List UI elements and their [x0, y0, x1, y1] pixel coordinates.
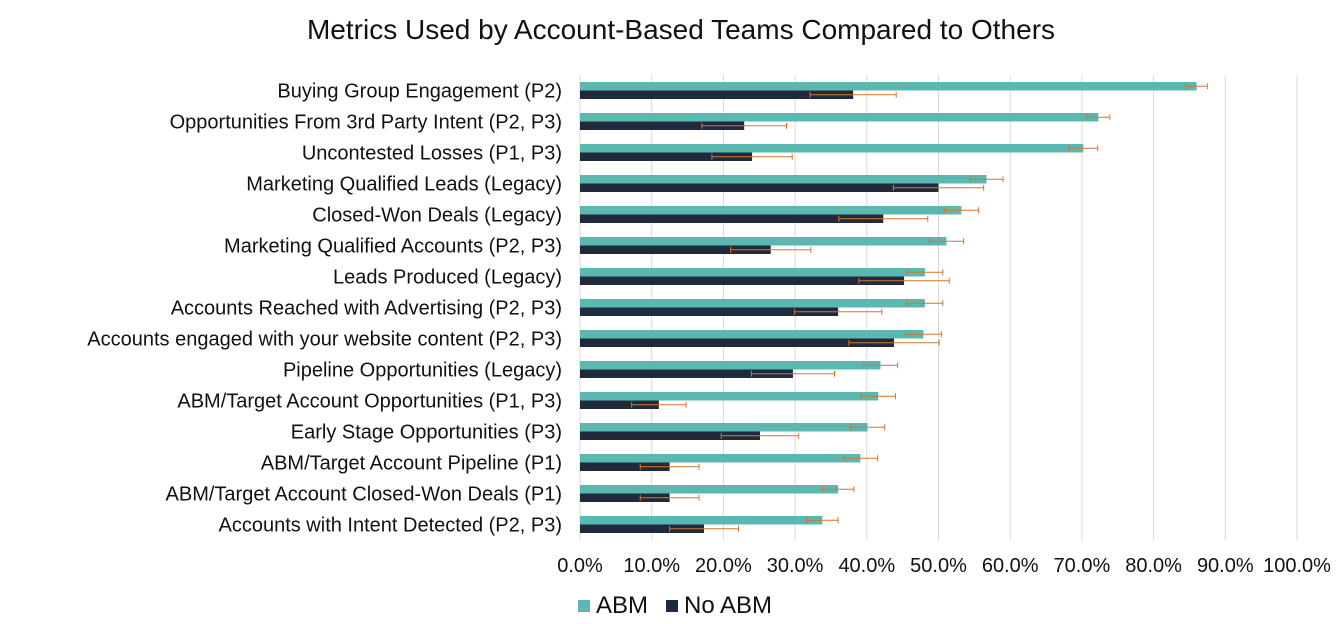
category-label-abm-target-account-opportunities-p1-p3: ABM/Target Account Opportunities (P1, P3… — [177, 391, 562, 413]
bar-no-abm-abm-target-account-pipeline-p1 — [580, 462, 670, 471]
legend-label-abm: ABM — [596, 592, 649, 619]
bar-no-abm-early-stage-opportunities-p3 — [580, 431, 760, 440]
chart-title: Metrics Used by Account-Based Teams Comp… — [306, 14, 1056, 45]
bar-no-abm-leads-produced-legacy — [580, 276, 905, 285]
category-label-uncontested-losses-p1-p3: Uncontested Losses (P1, P3) — [302, 143, 562, 165]
bar-abm-uncontested-losses-p1-p3 — [580, 144, 1084, 153]
category-label-abm-target-account-pipeline-p1: ABM/Target Account Pipeline (P1) — [261, 453, 562, 475]
category-label-opportunities-from-3rd-party-intent-p2-p3: Opportunities From 3rd Party Intent (P2,… — [170, 112, 562, 134]
bar-abm-closed-won-deals-legacy — [580, 206, 962, 215]
legend: ABM No ABM — [578, 592, 790, 620]
legend-item-abm: ABM — [578, 592, 648, 620]
bar-abm-pipeline-opportunities-legacy — [580, 361, 881, 370]
category-label-accounts-engaged-with-your-website-content-p2-p3: Accounts engaged with your website conte… — [87, 329, 562, 351]
bar-no-abm-abm-target-account-opportunities-p1-p3 — [580, 400, 659, 409]
category-label-pipeline-opportunities-legacy: Pipeline Opportunities (Legacy) — [283, 360, 562, 382]
x-tick-label: 70.0% — [1054, 555, 1111, 577]
x-axis-ticks: 0.0% 10.0% 20.0% 30.0% 40.0% 50.0% 60.0% 70.0% 8… — [557, 555, 1331, 577]
bar-no-abm-accounts-with-intent-detected-p2-p3 — [580, 524, 705, 533]
x-tick-label: 30.0% — [767, 555, 824, 577]
x-tick-label: 0.0% — [557, 555, 603, 577]
category-label-accounts-with-intent-detected-p2-p3: Accounts with Intent Detected (P2, P3) — [218, 515, 562, 537]
category-label-marketing-qualified-accounts-p2-p3: Marketing Qualified Accounts (P2, P3) — [224, 236, 562, 258]
bar-abm-abm-target-account-opportunities-p1-p3 — [580, 392, 879, 401]
bar-no-abm-accounts-engaged-with-your-website-content-p2-p3 — [580, 338, 895, 347]
bar-abm-abm-target-account-closed-won-deals-p1 — [580, 485, 839, 494]
category-label-closed-won-deals-legacy: Closed-Won Deals (Legacy) — [312, 205, 562, 227]
bar-no-abm-accounts-reached-with-advertising-p2-p3 — [580, 307, 839, 316]
bar-no-abm-opportunities-from-3rd-party-intent-p2-p3 — [580, 121, 745, 130]
x-tick-label: 100.0% — [1263, 555, 1331, 577]
x-tick-label: 50.0% — [910, 555, 967, 577]
x-tick-label: 80.0% — [1125, 555, 1182, 577]
bar-abm-marketing-qualified-accounts-p2-p3 — [580, 237, 947, 246]
bar-no-abm-abm-target-account-closed-won-deals-p1 — [580, 493, 670, 502]
bar-no-abm-marketing-qualified-leads-legacy — [580, 183, 939, 192]
category-label-abm-target-account-closed-won-deals-p1: ABM/Target Account Closed-Won Deals (P1) — [166, 484, 562, 506]
x-tick-label: 40.0% — [838, 555, 895, 577]
category-label-buying-group-engagement-p2: Buying Group Engagement (P2) — [277, 81, 562, 103]
bar-no-abm-pipeline-opportunities-legacy — [580, 369, 793, 378]
bar-abm-early-stage-opportunities-p3 — [580, 423, 868, 432]
category-label-marketing-qualified-leads-legacy: Marketing Qualified Leads (Legacy) — [246, 174, 562, 196]
bar-no-abm-closed-won-deals-legacy — [580, 214, 884, 223]
error-bars — [631, 83, 1208, 532]
bars — [580, 82, 1197, 533]
category-labels: Buying Group Engagement (P2) Opportunitie… — [87, 81, 562, 537]
bar-abm-leads-produced-legacy — [580, 268, 925, 277]
x-tick-label: 10.0% — [623, 555, 680, 577]
bar-no-abm-uncontested-losses-p1-p3 — [580, 152, 753, 161]
bar-abm-accounts-reached-with-advertising-p2-p3 — [580, 299, 925, 308]
legend-item-no-abm: No ABM — [666, 592, 772, 620]
bar-abm-abm-target-account-pipeline-p1 — [580, 454, 861, 463]
bar-abm-accounts-with-intent-detected-p2-p3 — [580, 516, 823, 525]
bar-abm-opportunities-from-3rd-party-intent-p2-p3 — [580, 113, 1099, 122]
category-label-early-stage-opportunities-p3: Early Stage Opportunities (P3) — [291, 422, 562, 444]
bar-no-abm-buying-group-engagement-p2 — [580, 90, 854, 99]
category-label-accounts-reached-with-advertising-p2-p3: Accounts Reached with Advertising (P2, P… — [171, 298, 562, 320]
bar-abm-accounts-engaged-with-your-website-content-p2-p3 — [580, 330, 924, 339]
bar-no-abm-marketing-qualified-accounts-p2-p3 — [580, 245, 771, 254]
legend-label-no-abm: No ABM — [684, 592, 773, 619]
x-tick-label: 60.0% — [982, 555, 1039, 577]
x-tick-label: 90.0% — [1197, 555, 1254, 577]
category-label-leads-produced-legacy: Leads Produced (Legacy) — [333, 267, 562, 289]
bar-abm-marketing-qualified-leads-legacy — [580, 175, 987, 184]
x-tick-label: 20.0% — [695, 555, 752, 577]
legend-swatch-abm — [578, 600, 590, 612]
legend-swatch-no-abm — [666, 600, 679, 612]
bar-abm-buying-group-engagement-p2 — [580, 82, 1197, 91]
